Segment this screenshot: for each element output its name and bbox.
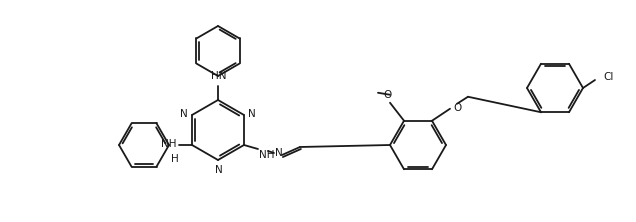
Text: Cl: Cl bbox=[603, 72, 613, 82]
Text: O: O bbox=[453, 103, 461, 113]
Text: O: O bbox=[384, 90, 392, 100]
Text: HN: HN bbox=[211, 71, 227, 81]
Text: NH: NH bbox=[259, 150, 275, 160]
Text: N: N bbox=[248, 109, 256, 119]
Text: H: H bbox=[171, 154, 179, 164]
Text: N: N bbox=[215, 165, 223, 175]
Text: N: N bbox=[275, 148, 283, 158]
Text: N: N bbox=[180, 109, 188, 119]
Text: NH: NH bbox=[160, 139, 176, 149]
